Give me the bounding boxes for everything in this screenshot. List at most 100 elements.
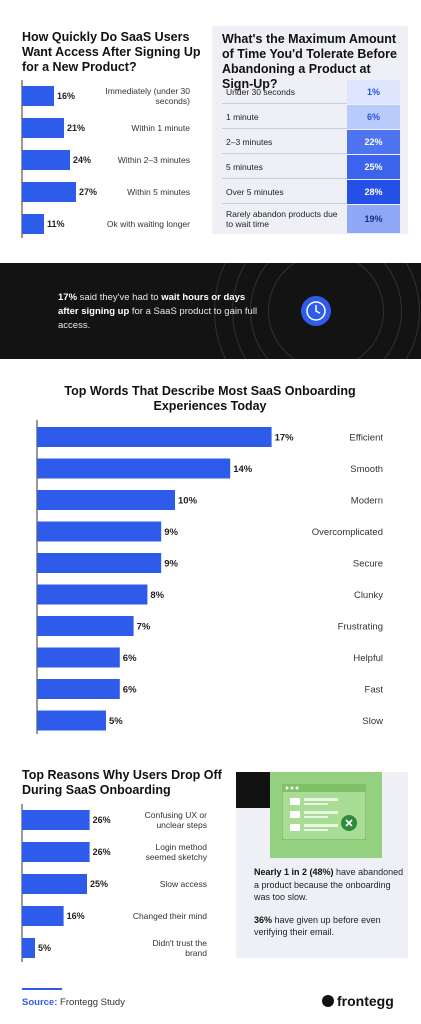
table-row: 1 minute 6% — [222, 105, 400, 129]
category-label: Confusing UX or — [145, 810, 208, 820]
bar — [22, 150, 70, 170]
category-label: Changed their mind — [133, 911, 207, 921]
source-line: Source: Frontegg Study — [22, 997, 125, 1008]
bar — [22, 938, 35, 958]
bar-value-label: 24% — [73, 155, 91, 165]
ring-decoration — [214, 263, 421, 359]
category-label: Slow — [362, 716, 383, 727]
bar — [22, 906, 64, 926]
table-row-label: Rarely abandon products due to wait time — [226, 209, 338, 229]
category-label: Helpful — [353, 653, 383, 664]
table-row: 2–3 minutes 22% — [222, 130, 400, 154]
bar-value-label: 10% — [178, 496, 198, 507]
chart1-title: How Quickly Do SaaS Users Want Access Af… — [22, 30, 201, 74]
bar — [22, 182, 76, 202]
table-row-label: 2–3 minutes — [226, 137, 273, 147]
bar-value-label: 26% — [93, 815, 111, 825]
category-label: Ok with waiting longer — [107, 219, 190, 229]
bar — [22, 118, 64, 138]
callout-black-block — [236, 772, 270, 808]
chart3-svg: 17% Efficient 14% Smooth 10% Modern 9% Overcomp… — [36, 420, 384, 734]
band-text: 17% said they've had to wait hours or da… — [58, 292, 258, 331]
category-label: Within 1 minute — [131, 123, 190, 133]
bar-value-label: 16% — [57, 91, 75, 101]
bar-value-label: 16% — [67, 911, 85, 921]
table-row: Rarely abandon products due to wait time… — [222, 205, 400, 233]
table-row-label: 5 minutes — [226, 162, 263, 172]
bar-value-label: 14% — [233, 464, 253, 475]
category-label: Within 5 minutes — [127, 187, 190, 197]
bar-value-label: 5% — [109, 716, 123, 727]
bar-value-label: 9% — [164, 559, 178, 570]
bar — [37, 616, 134, 636]
category-label: Overcomplicated — [312, 527, 383, 538]
chart4-title: Top Reasons Why Users Drop Off During Sa… — [22, 768, 222, 797]
bar-value-label: 5% — [38, 943, 51, 953]
category-label: Fast — [365, 685, 384, 696]
table-row-label: Under 30 seconds — [226, 87, 295, 97]
category-label: seconds) — [156, 96, 191, 106]
category-label: Login method — [155, 842, 207, 852]
bar-value-label: 27% — [79, 187, 97, 197]
category-label: Secure — [353, 559, 383, 570]
callout-text: Nearly 1 in 2 (48%) have abandoned a pro… — [254, 867, 404, 937]
bar — [37, 679, 120, 699]
category-label: Modern — [351, 496, 383, 507]
category-label: Frustrating — [338, 622, 383, 633]
bar — [37, 427, 272, 447]
category-label: Didn't trust the — [152, 938, 207, 948]
category-label: Slow access — [160, 879, 207, 889]
bar — [37, 584, 148, 605]
bar-value-label: 26% — [93, 847, 111, 857]
tolerance-table-panel: What's the Maximum Amount of Time You'd … — [212, 26, 408, 234]
bar-value-label: 6% — [123, 653, 137, 664]
chart2-title: What's the Maximum Amount of Time You'd … — [222, 32, 397, 91]
table-row-label: Over 5 minutes — [226, 187, 284, 197]
table-row-label: 1 minute — [226, 112, 259, 122]
ring-decoration — [268, 263, 384, 359]
clock-icon — [301, 296, 331, 326]
bar-value-label: 6% — [123, 685, 137, 696]
bar-value-label: 11% — [47, 219, 65, 229]
stat-band: 17% said they've had to wait hours or da… — [0, 263, 421, 359]
table-row-value: 1% — [347, 80, 400, 104]
category-label: unclear steps — [156, 820, 207, 830]
bar — [37, 647, 120, 668]
bar-value-label: 7% — [137, 622, 151, 633]
table-row: Under 30 seconds 1% — [222, 80, 400, 104]
bar — [22, 842, 90, 862]
bar-value-label: 25% — [90, 879, 108, 889]
bar — [37, 553, 162, 573]
table-row-value: 6% — [347, 105, 400, 129]
frontegg-logo: frontegg — [322, 993, 394, 1009]
table-row-value: 22% — [347, 130, 400, 154]
bar-value-label: 9% — [164, 527, 178, 538]
logo-mark-icon — [322, 995, 334, 1007]
table-row-value: 28% — [347, 180, 400, 204]
category-label: brand — [185, 948, 207, 958]
bar — [22, 86, 54, 106]
category-label: seemed sketchy — [146, 852, 208, 862]
category-label: Immediately (under 30 — [105, 86, 190, 96]
category-label: Within 2–3 minutes — [118, 155, 190, 165]
bar — [22, 214, 44, 234]
table-row: Over 5 minutes 28% — [222, 180, 400, 204]
bar — [37, 710, 106, 731]
table-row: 5 minutes 25% — [222, 155, 400, 179]
category-label: Efficient — [349, 433, 383, 444]
table-row-value: 25% — [347, 155, 400, 179]
close-circle-icon — [341, 815, 357, 831]
bar-value-label: 8% — [150, 590, 164, 601]
bar — [37, 521, 162, 542]
footer-rule — [22, 988, 62, 990]
chart3-title: Top Words That Describe Most SaaS Onboar… — [64, 384, 356, 413]
category-label: Clunky — [354, 590, 383, 601]
bar-value-label: 21% — [67, 123, 85, 133]
bar — [22, 874, 87, 894]
bar — [37, 458, 231, 479]
bar-value-label: 17% — [275, 433, 295, 444]
table-row-value: 19% — [347, 205, 400, 233]
browser-window-icon — [282, 784, 366, 840]
